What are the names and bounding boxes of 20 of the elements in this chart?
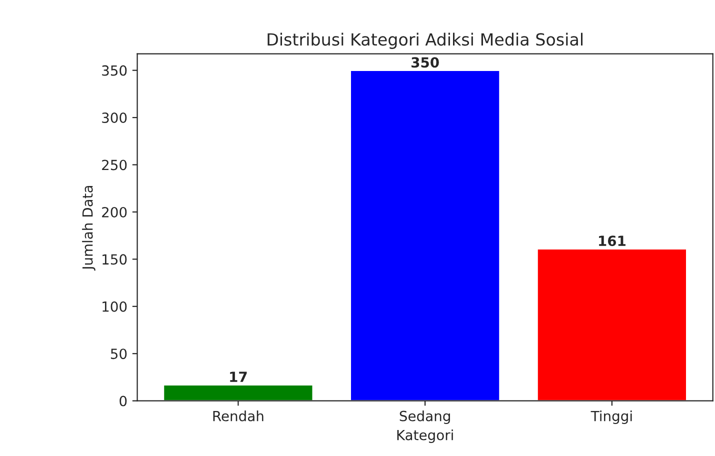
x-tick-label: Sedang: [400, 410, 450, 424]
data-label: 161: [599, 236, 626, 246]
bar: [162, 384, 314, 401]
bar: [536, 248, 688, 401]
x-axis-title: Kategori: [397, 430, 453, 443]
x-tick-label: Tinggi: [590, 410, 632, 424]
y-tick-label: 300: [102, 112, 127, 124]
y-axis-title: Jumlah Data: [82, 186, 96, 271]
y-tick-label: 150: [102, 254, 127, 265]
bar: [350, 70, 501, 401]
data-label: 350: [412, 57, 439, 68]
data-label: 17: [230, 372, 247, 382]
y-tick-label: 0: [120, 396, 127, 406]
y-tick-label: 200: [102, 206, 127, 218]
y-tick-label: 100: [102, 301, 127, 312]
y-tick-label: 50: [110, 348, 127, 360]
y-tick-label: 250: [102, 160, 127, 170]
x-tick-label: Rendah: [213, 410, 264, 422]
y-tick-label: 350: [102, 65, 127, 76]
chart-title: Distribusi Kategori Adiksi Media Sosial: [268, 32, 582, 49]
